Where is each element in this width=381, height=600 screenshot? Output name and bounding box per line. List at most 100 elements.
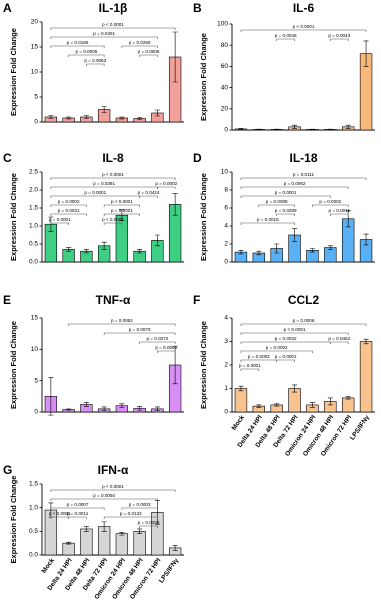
p-value-label: p = 0.0002 [155,181,177,186]
y-tick-label: 20 [31,19,39,26]
error-bar [137,249,143,254]
y-tick-label: 0 [224,259,228,266]
y-tick-label: 1 [224,385,228,392]
error-bar [363,40,369,67]
y-tick-label: 1.0 [29,223,38,230]
p-value-label: p = 0.0079 [129,327,151,332]
error-bar [66,247,72,252]
error-bar [274,128,280,131]
p-value-label: p = 0.0001 [275,354,297,359]
significance-bracket [103,516,158,519]
bar [133,531,146,556]
y-tick-label: 0.0 [29,552,38,559]
p-value-label: p = 0.0008 [266,199,288,204]
error-bar [83,526,89,532]
significance-bracket [50,36,158,39]
y-tick-label: 15 [31,44,39,51]
significance-bracket [50,177,176,180]
significance-bracket [139,341,176,344]
panel-letter: F [193,293,200,307]
significance-bracket [240,359,277,362]
y-axis-label: Expression Fold Change [9,28,18,116]
p-value-label: p < 0.0001 [111,199,133,204]
error-bar [48,115,54,119]
panel-letter: G [3,463,12,477]
significance-bracket [121,45,158,48]
y-tick-label: 1.5 [29,205,38,212]
p-value-label: p = 0.0001 [111,208,133,213]
significance-bracket [240,186,349,189]
error-bar [345,124,351,129]
error-bar [292,124,298,129]
error-bar [309,128,315,131]
bar [324,247,337,263]
p-value-label: p = 0.0015 [257,217,279,222]
error-bar [309,402,315,408]
p-value-label: p = 0.0062 [111,318,133,323]
p-value-label: p = 0.0289 [275,208,297,213]
p-value-label: p = 0.0132 [120,511,142,516]
bar [359,341,373,413]
chart-title: IFN-α [98,463,129,477]
p-value-label: p = 0.0424 [138,190,160,195]
y-tick-label: 0.5 [29,241,38,248]
y-tick-label: 15 [31,315,39,322]
error-bar [256,404,262,408]
y-tick-label: 60 [221,63,229,70]
error-bar [137,406,143,411]
y-tick-label: 10 [221,169,229,176]
error-bar [119,403,125,408]
panel-letter: A [3,1,12,15]
p-value-label: p = 0.0006 [293,318,315,323]
y-tick-label: 10 [31,69,39,76]
p-value-label: p = 0.0401 [93,31,115,36]
error-bar [137,117,143,120]
y-axis-label: Expression Fold Change [9,476,18,564]
p-value-label: p < 0.0001 [102,217,124,222]
y-tick-label: 2 [224,241,228,248]
error-bar [119,531,125,536]
y-tick-label: 0.5 [29,528,38,535]
y-axis-label: Expression Fold Change [9,321,18,409]
bar [115,214,129,263]
chart-title: CCL2 [288,293,320,307]
p-value-label: p < 0.0001 [102,22,124,27]
significance-bracket [240,350,313,353]
y-axis-label: Expression Fold Change [199,321,208,409]
error-bar [66,541,72,545]
error-bar [256,250,262,256]
error-bar [345,396,351,400]
p-value-label: p = 0.0001 [84,190,106,195]
error-bar [154,109,160,117]
y-tick-label: 0 [34,409,38,416]
bar [62,542,75,556]
p-value-label: p = 0.0006 [138,49,160,54]
y-axis-label: Expression Fold Change [199,173,208,261]
significance-bracket [240,368,260,371]
bar [341,397,355,413]
error-bar [154,406,160,412]
panel-letter: C [3,151,12,165]
significance-bracket [157,186,176,189]
error-bar [48,377,54,416]
error-bar [327,128,333,131]
panel-letter: B [193,1,202,15]
significance-bracket [240,323,367,326]
significance-bracket [50,45,105,48]
y-tick-label: 4 [224,223,228,230]
significance-bracket [50,27,176,30]
significance-bracket [157,350,176,353]
y-tick-label: 0 [34,119,38,126]
significance-bracket [312,204,349,207]
p-value-label: p = 0.0001 [239,363,261,368]
p-value-label: p = 0.0391 [93,181,115,186]
error-bar [66,408,72,411]
error-bar [119,116,125,120]
p-value-label: p = 0.0031 [58,208,80,213]
significance-bracket [50,222,69,225]
error-bar [172,31,178,83]
error-bar [101,106,107,113]
error-bar [238,128,244,130]
x-tick-label: Mock [231,414,246,432]
significance-bracket [139,195,158,198]
